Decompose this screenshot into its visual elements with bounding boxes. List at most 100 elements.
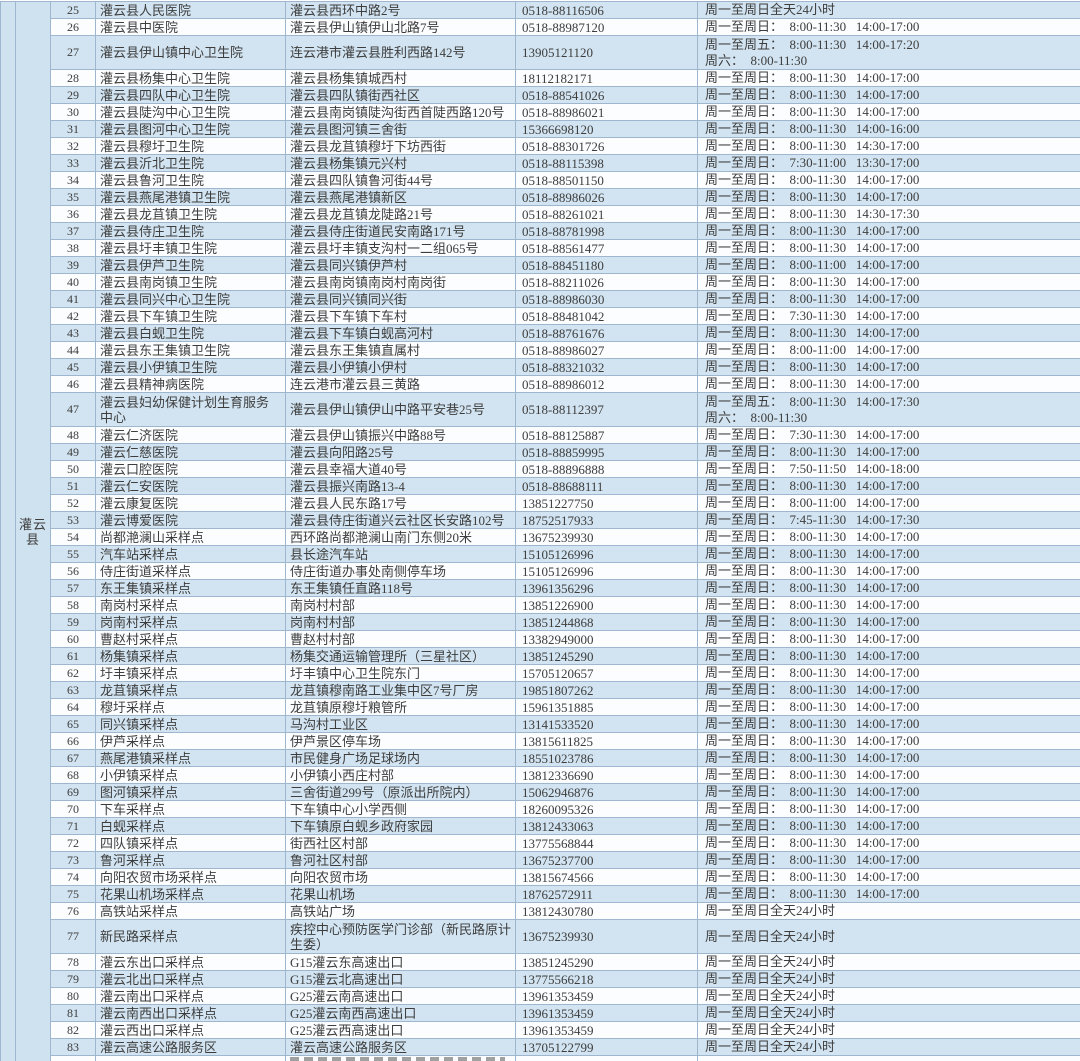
address-cell: 灌云县西环中路2号 <box>285 1 516 19</box>
table-row: 28 灌云县杨集中心卫生院 灌云县杨集镇城西村 18112182171 周一至周日： 8… <box>1 69 1080 87</box>
hours-line: 周六： 8:00-11:30 <box>705 52 808 68</box>
table-row: 43 灌云县白蚬卫生院 灌云县下车镇白蚬高河村 0518-88761676 周一至周日：… <box>1 324 1080 342</box>
address-cell: 侍庄街道办事处南侧停车场 <box>285 562 516 580</box>
hours-line: 周一至周日： 8:00-11:30 14:00-17:00 <box>705 376 920 392</box>
phone-cell: 0518-88986012 <box>515 375 698 393</box>
hours-cell: 周一至周日： 8:00-11:30 14:00-16:00 <box>697 120 1080 138</box>
phone-cell: 15105126996 <box>515 562 698 580</box>
facility-name-cell: 圩丰镇采样点 <box>95 664 286 682</box>
row-number-cell: 79 <box>50 970 96 988</box>
row-number-cell: 38 <box>50 239 96 257</box>
phone-cell: 0518-88321032 <box>515 358 698 376</box>
facility-name-cell: 灌云县陡沟中心卫生院 <box>95 103 286 121</box>
phone-cell: 0518-88211026 <box>515 273 698 291</box>
address-cell: 东王集镇任直路118号 <box>285 579 516 597</box>
facility-name-cell: 向阳农贸市场采样点 <box>95 868 286 886</box>
address-cell: 灌云县同兴镇同兴街 <box>285 290 516 308</box>
hours-cell: 周一至周日： 8:00-11:30 14:00-17:00 <box>697 545 1080 563</box>
address-cell: 市民健身广场足球场内 <box>285 749 516 767</box>
facility-name-cell: 灌云口腔医院 <box>95 460 286 478</box>
hours-cell: 周一至周日： 8:00-11:30 14:30-17:30 <box>697 205 1080 223</box>
address-cell: 杨集交通运输管理所（三星社区） <box>285 647 516 665</box>
row-number-cell: 62 <box>50 664 96 682</box>
row-number-cell: 65 <box>50 715 96 733</box>
address-cell: 灌云县小伊镇小伊村 <box>285 358 516 376</box>
address-cell: 鲁河社区村部 <box>285 851 516 869</box>
hours-cell: 周一至周日： 7:50-11:50 14:00-18:00 <box>697 460 1080 478</box>
table-row: 77 新民路采样点 疾控中心预防医学门诊部（新民路原计生委） 13675239930 周… <box>1 919 1080 954</box>
phone-cell: 18112182171 <box>515 69 698 87</box>
facility-name-cell: 杨集镇采样点 <box>95 647 286 665</box>
row-number-cell: 75 <box>50 885 96 903</box>
table-row: 54 尚都滟澜山采样点 西环路尚都滟澜山南门东侧20米 13675239930 周一至周… <box>1 528 1080 546</box>
phone-cell: 13961353459 <box>515 1004 698 1022</box>
phone-cell: 0518-88987120 <box>515 18 698 36</box>
row-number-cell: 49 <box>50 443 96 461</box>
address-cell: 灌云县杨集镇城西村 <box>285 69 516 87</box>
address-cell: 灌云县图河镇三舍街 <box>285 120 516 138</box>
facility-name-cell: 岗南村采样点 <box>95 613 286 631</box>
hours-line: 周一至周日： 8:00-11:30 14:00-17:00 <box>705 733 920 749</box>
edge-sliver-cell <box>0 1 16 1061</box>
hours-cell: 周一至周日： 8:00-11:30 14:00-17:00 <box>697 86 1080 104</box>
row-number-cell: 74 <box>50 868 96 886</box>
row-number-cell: 51 <box>50 477 96 495</box>
table-row: 49 灌云仁慈医院 灌云县向阳路25号 0518-88859995 周一至周日： 8:0… <box>1 443 1080 461</box>
row-number-cell: 72 <box>50 834 96 852</box>
hours-line: 周一至周日： 8:00-11:30 14:00-17:00 <box>705 291 920 307</box>
phone-cell: 0518-88561477 <box>515 239 698 257</box>
table-row: 31 灌云县图河中心卫生院 灌云县图河镇三舍街 15366698120 周一至周日： 8… <box>1 120 1080 138</box>
address-cell: 疾控中心预防医学门诊部（新民路原计生委） <box>285 919 516 954</box>
facility-name-cell: 新民路采样点 <box>95 919 286 954</box>
phone-cell: 13961356296 <box>515 579 698 597</box>
table-row: 75 花果山机场采样点 花果山机场 18762572911 周一至周日： 8:00-11… <box>1 885 1080 903</box>
address-cell: 南岗村村部 <box>285 596 516 614</box>
hours-line: 周一至周日： 8:00-11:30 14:00-17:00 <box>705 240 920 256</box>
hours-line: 周一至周日： 8:00-11:30 14:00-17:00 <box>705 631 920 647</box>
hours-line: 周一至周日： 8:00-11:30 14:00-16:00 <box>705 121 920 137</box>
hours-cell: 周一至周日： 8:00-11:30 14:00-17:00 <box>697 562 1080 580</box>
hours-cell: 周一至周日： 8:00-11:30 14:00-17:00 <box>697 290 1080 308</box>
table-row: 64 穆圩采样点 龙苴镇原穆圩粮管所 15961351885 周一至周日： 8:00-1… <box>1 698 1080 716</box>
hours-cell: 周一至周日： 8:00-11:30 14:00-17:00 <box>697 613 1080 631</box>
phone-cell: 18260095326 <box>515 800 698 818</box>
hours-cell: 周一至周日全天24小时 <box>697 1004 1080 1022</box>
table-row: 38 灌云县圩丰镇卫生院 灌云县圩丰镇支沟村一二组065号 0518-88561477… <box>1 239 1080 257</box>
table-row: 52 灌云康复医院 灌云县人民东路17号 13851227750 周一至周日： 8:00… <box>1 494 1080 512</box>
row-number-cell: 53 <box>50 511 96 529</box>
facility-name-cell: 灌云仁安医院 <box>95 477 286 495</box>
facility-name-cell: 灌云博爱医院 <box>95 511 286 529</box>
facility-name-cell: 灌云县精神病医院 <box>95 375 286 393</box>
facility-name-cell: 灌云县伊芦卫生院 <box>95 256 286 274</box>
address-cell: 灌云县幸福大道40号 <box>285 460 516 478</box>
hours-cell: 周一至周日： 8:00-11:30 14:00-17:00 <box>697 273 1080 291</box>
facility-name-cell: 灌云县南岗镇卫生院 <box>95 273 286 291</box>
facility-name-cell: 灌云县图河中心卫生院 <box>95 120 286 138</box>
hours-cell: 周一至周日： 8:00-11:30 14:00-17:00 <box>697 171 1080 189</box>
facility-name-cell: 灌云县穆圩卫生院 <box>95 137 286 155</box>
facility-name-cell: 鲁河采样点 <box>95 851 286 869</box>
phone-cell: 18752517933 <box>515 511 698 529</box>
table-row: 58 南岗村采样点 南岗村村部 13851226900 周一至周日： 8:00-11:3… <box>1 596 1080 614</box>
row-number-cell: 37 <box>50 222 96 240</box>
hours-cell: 周一至周日： 8:00-11:30 14:00-17:00 <box>697 698 1080 716</box>
address-cell: 连云港市灌云县胜利西路142号 <box>285 35 516 70</box>
address-cell: 下车镇原白蚬乡政府家园 <box>285 817 516 835</box>
address-cell: 连云港市灌云县三黄路 <box>285 375 516 393</box>
hours-line: 周一至周日： 8:00-11:30 14:00-17:00 <box>705 19 920 35</box>
hours-cell: 周一至周日： 8:00-11:30 14:00-17:00 <box>697 885 1080 903</box>
table-row: 30 灌云县陡沟中心卫生院 灌云县南岗镇陡沟街西首陡西路120号 0518-88986… <box>1 103 1080 121</box>
hours-line: 周一至周日： 8:00-11:30 14:00-17:00 <box>705 682 920 698</box>
hours-line: 周一至周日： 8:00-11:30 14:00-17:00 <box>705 648 920 664</box>
facility-name-cell: 同兴镇采样点 <box>95 715 286 733</box>
table-row: 63 龙苴镇采样点 龙苴镇穆南路工业集中区7号厂房 19851807262 周一至周日：… <box>1 681 1080 699</box>
row-number-cell: 52 <box>50 494 96 512</box>
hours-line: 周一至周日： 8:00-11:30 14:00-17:00 <box>705 818 920 834</box>
phone-cell: 13815674566 <box>515 868 698 886</box>
hours-cell: 周一至周日： 8:00-11:30 14:00-17:00 <box>697 375 1080 393</box>
phone-cell: 15366698120 <box>515 120 698 138</box>
hours-cell <box>697 1055 1080 1061</box>
table-row: 60 曹赵村采样点 曹赵村村部 13382949000 周一至周日： 8:00-11:3… <box>1 630 1080 648</box>
address-cell: 灌云县下车镇下车村 <box>285 307 516 325</box>
row-number-cell: 81 <box>50 1004 96 1022</box>
